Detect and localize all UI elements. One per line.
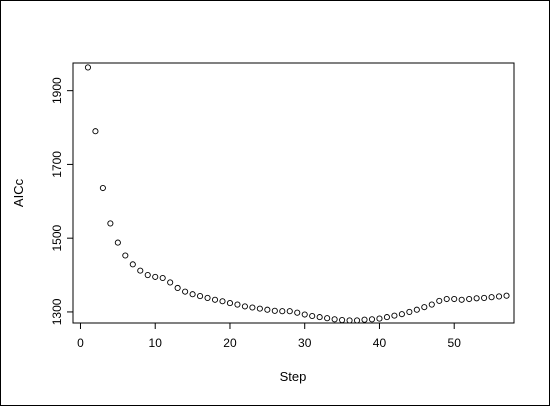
data-point-57 bbox=[503, 292, 510, 299]
data-point-47 bbox=[428, 301, 435, 308]
data-point-30 bbox=[301, 311, 308, 318]
x-tick-label-20: 20 bbox=[223, 336, 237, 350]
data-point-8 bbox=[137, 267, 144, 274]
data-point-6 bbox=[122, 252, 129, 259]
data-point-24 bbox=[256, 305, 263, 312]
data-point-28 bbox=[286, 308, 293, 315]
data-point-39 bbox=[368, 316, 376, 323]
x-tick-label-30: 30 bbox=[298, 336, 312, 350]
data-points bbox=[84, 64, 510, 324]
data-point-53 bbox=[473, 295, 480, 302]
x-tick-label-50: 50 bbox=[448, 336, 462, 350]
data-point-49 bbox=[443, 295, 450, 303]
y-tick-label-1900: 1900 bbox=[50, 77, 64, 104]
data-point-55 bbox=[488, 294, 495, 301]
x-axis-label: Step bbox=[280, 369, 307, 384]
data-point-35 bbox=[339, 316, 346, 324]
data-point-16 bbox=[197, 293, 204, 300]
data-point-46 bbox=[421, 304, 428, 311]
data-point-7 bbox=[129, 261, 136, 268]
data-point-19 bbox=[219, 298, 226, 305]
x-tick-label-10: 10 bbox=[149, 336, 163, 350]
data-point-2 bbox=[92, 128, 99, 135]
data-point-27 bbox=[279, 308, 286, 315]
data-point-45 bbox=[413, 306, 420, 313]
data-point-38 bbox=[361, 316, 368, 323]
data-point-12 bbox=[167, 279, 174, 286]
data-point-3 bbox=[99, 184, 106, 192]
y-tick-label-1700: 1700 bbox=[50, 151, 64, 178]
data-point-41 bbox=[383, 314, 390, 321]
data-point-32 bbox=[316, 314, 323, 321]
y-axis: 1300 1500 1700 1900 bbox=[50, 77, 73, 325]
data-point-36 bbox=[346, 317, 353, 324]
x-tick-label-40: 40 bbox=[373, 336, 387, 350]
data-point-56 bbox=[496, 293, 503, 300]
data-point-34 bbox=[331, 316, 338, 323]
data-point-40 bbox=[376, 315, 383, 322]
data-point-22 bbox=[241, 303, 248, 310]
data-point-13 bbox=[174, 284, 181, 292]
data-point-33 bbox=[324, 315, 331, 322]
data-point-23 bbox=[249, 304, 256, 311]
data-point-21 bbox=[234, 301, 241, 308]
data-point-43 bbox=[398, 311, 405, 318]
data-point-37 bbox=[353, 317, 361, 324]
data-point-10 bbox=[152, 273, 159, 280]
data-point-5 bbox=[114, 239, 121, 246]
data-point-14 bbox=[182, 288, 189, 295]
data-point-52 bbox=[466, 295, 473, 303]
data-point-11 bbox=[159, 274, 166, 282]
data-point-50 bbox=[451, 295, 458, 303]
y-axis-label: AICc bbox=[11, 178, 26, 207]
data-point-4 bbox=[107, 220, 114, 227]
y-tick-label-1300: 1300 bbox=[50, 298, 64, 325]
data-point-31 bbox=[309, 312, 316, 320]
data-point-15 bbox=[189, 291, 196, 298]
data-point-54 bbox=[481, 294, 488, 301]
x-axis: 0 10 20 30 40 50 bbox=[77, 323, 461, 350]
data-point-48 bbox=[436, 297, 443, 304]
data-point-17 bbox=[204, 294, 211, 301]
data-point-44 bbox=[406, 308, 413, 315]
data-point-18 bbox=[211, 296, 219, 303]
data-point-42 bbox=[391, 312, 398, 319]
x-tick-label-0: 0 bbox=[77, 336, 84, 350]
data-point-29 bbox=[294, 309, 301, 316]
data-point-1 bbox=[84, 64, 91, 71]
data-point-9 bbox=[144, 272, 151, 279]
data-point-51 bbox=[458, 296, 465, 303]
plot-area-box bbox=[72, 62, 515, 324]
data-point-25 bbox=[264, 306, 271, 313]
data-point-26 bbox=[271, 307, 278, 314]
y-tick-label-1500: 1500 bbox=[50, 225, 64, 252]
data-point-20 bbox=[226, 300, 234, 307]
